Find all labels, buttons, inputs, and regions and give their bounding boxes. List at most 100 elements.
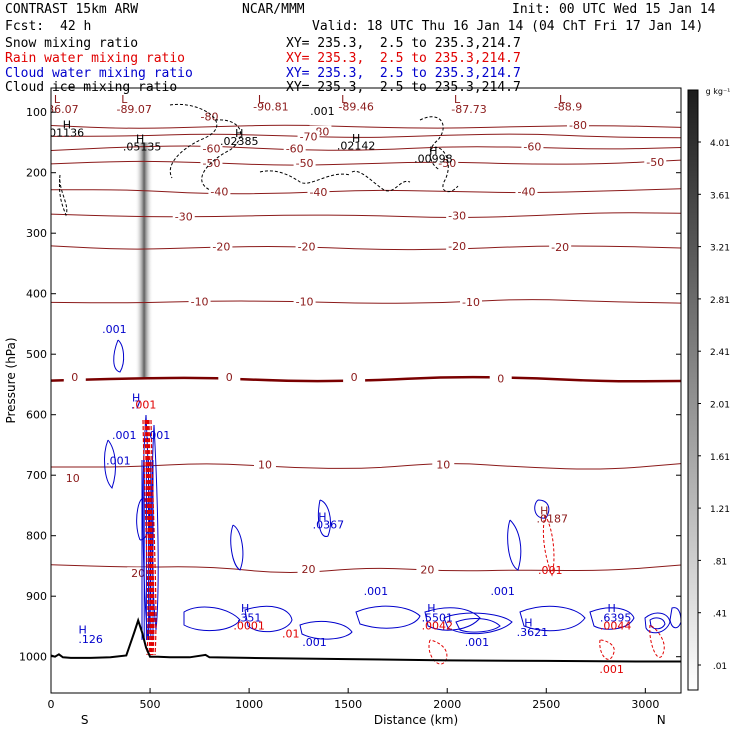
contour-annotation: L (341, 93, 348, 106)
contour-annotation: H (429, 145, 437, 158)
cloud-water-contour (424, 607, 481, 631)
y-tick-label: 600 (26, 409, 47, 422)
isotherm-label: -30 (175, 210, 193, 223)
contour-annotation: .0367 (313, 518, 345, 531)
isotherm-label-bg (297, 130, 320, 142)
cloud-water-contour (669, 607, 681, 629)
cloud-water-contour (589, 607, 635, 630)
isotherm-line (51, 145, 681, 151)
colorbar-label: 1.61 (710, 453, 730, 463)
isotherm-label-bg (644, 155, 667, 167)
isotherm-label: -10 (462, 296, 480, 309)
isotherm-label-bg (61, 472, 84, 484)
isotherm-label: -80 (569, 119, 587, 132)
isotherm-label-bg (297, 562, 320, 574)
contour-annotation: .001 (112, 429, 137, 442)
isotherm-label: -80 (201, 110, 219, 123)
contour-annotation: L (121, 93, 128, 106)
isotherm-label: -20 (551, 241, 569, 254)
cloud-water-contour (244, 605, 293, 633)
contour-annotation: .05135 (123, 140, 162, 153)
contour-annotation: .0044 (600, 619, 632, 632)
colorbar-label: .81 (713, 557, 727, 567)
isotherm-label-bg (293, 295, 316, 307)
isotherm-label: 10 (66, 472, 80, 485)
contour-annotation: H (352, 132, 360, 145)
x-tick-label: 1000 (235, 698, 263, 711)
isotherm-label-bg (307, 186, 330, 198)
terrain-line (51, 617, 681, 663)
colorbar-label: 2.81 (710, 296, 730, 306)
isotherm-label: 0 (497, 372, 504, 385)
colorbar-label: 2.41 (710, 348, 730, 358)
contour-annotation: H (318, 511, 326, 524)
isotherm-label-bg (446, 239, 469, 251)
x-tick-label: 2500 (532, 698, 560, 711)
x-tick-label: 0 (48, 698, 55, 711)
contour-annotation: -87.73 (451, 103, 486, 116)
contour-annotation: -86.07 (43, 103, 78, 116)
colorbar-label: .41 (713, 610, 727, 620)
isotherm-label: -60 (202, 143, 220, 156)
isotherm-label: -30 (448, 210, 466, 223)
contour-annotation: H (241, 602, 249, 615)
north-label: N (657, 713, 666, 727)
y-tick-label: 200 (26, 167, 47, 180)
isotherm-label-bg (200, 157, 223, 169)
cloud-water-contour (534, 499, 550, 519)
rain-contour (599, 639, 615, 660)
isotherm-label-bg (309, 125, 332, 137)
isotherm-label-bg (436, 157, 459, 169)
cloud-water-contour (151, 424, 159, 631)
contour-annotation: .001 (538, 564, 563, 577)
forecast-hours: 42 h (60, 19, 92, 34)
y-tick-label: 100 (26, 106, 47, 119)
init-time: Init: 00 UTC Wed 15 Jan 14 (512, 2, 716, 17)
contour-annotation: .3621 (517, 626, 549, 639)
isotherm-label: 0 (351, 371, 358, 384)
field-cloudwater-xy: XY= 235.3, 2.5 to 235.3,214.7 (286, 66, 521, 81)
isotherm-label-bg (295, 240, 318, 252)
rain-contour (144, 419, 151, 656)
isotherm-line (51, 212, 681, 218)
isotherm-label-bg (63, 371, 86, 383)
center-name: NCAR/MMM (242, 2, 305, 17)
contour-annotation: H (79, 624, 87, 637)
isotherm-label-bg (343, 371, 366, 383)
south-label: S (81, 713, 89, 727)
isotherm-label-bg (127, 567, 150, 579)
contour-annotation: L (54, 93, 61, 106)
isotherm-label-bg (460, 296, 482, 308)
plot-frame (50, 87, 682, 694)
y-axis-label: Pressure (hPa) (4, 337, 18, 423)
snow-column-shading (135, 142, 154, 379)
colorbar-unit: g kg⁻¹ (706, 87, 731, 96)
isotherm-label: -50 (438, 157, 456, 170)
isotherm-label: -40 (210, 185, 228, 198)
contour-annotation: -90.81 (253, 100, 288, 113)
isotherm-line (51, 463, 681, 470)
isotherm-label-bg (566, 118, 589, 130)
cloud-water-contour (183, 606, 241, 632)
isotherm-label: -20 (448, 240, 466, 253)
contour-annotation: .001 (146, 429, 171, 442)
isotherm-line (51, 133, 681, 139)
isotherm-label-bg (489, 372, 512, 384)
contour-annotation: .001 (599, 663, 624, 676)
isotherm-label-bg (293, 157, 316, 169)
isotherm-label-bg (549, 241, 572, 253)
isotherm-label-bg (283, 142, 306, 154)
valid-time: Valid: 18 UTC Thu 16 Jan 14 (04 ChT Fri … (312, 19, 704, 34)
cloud-water-contour (507, 519, 522, 571)
rain-contour (150, 419, 157, 656)
isotherm-label: -50 (296, 157, 314, 170)
contour-annotation: .351 (237, 612, 262, 625)
contour-annotation: -89.46 (338, 100, 373, 113)
cloud-water-contour (113, 339, 125, 373)
contour-annotation: H (540, 505, 548, 518)
colorbar-label: 3.61 (710, 191, 730, 201)
contour-annotation: H (427, 602, 435, 615)
contour-annotation: -88.9 (554, 100, 582, 113)
isotherm-label: -50 (202, 157, 220, 170)
contour-annotation: .001 (106, 454, 131, 467)
